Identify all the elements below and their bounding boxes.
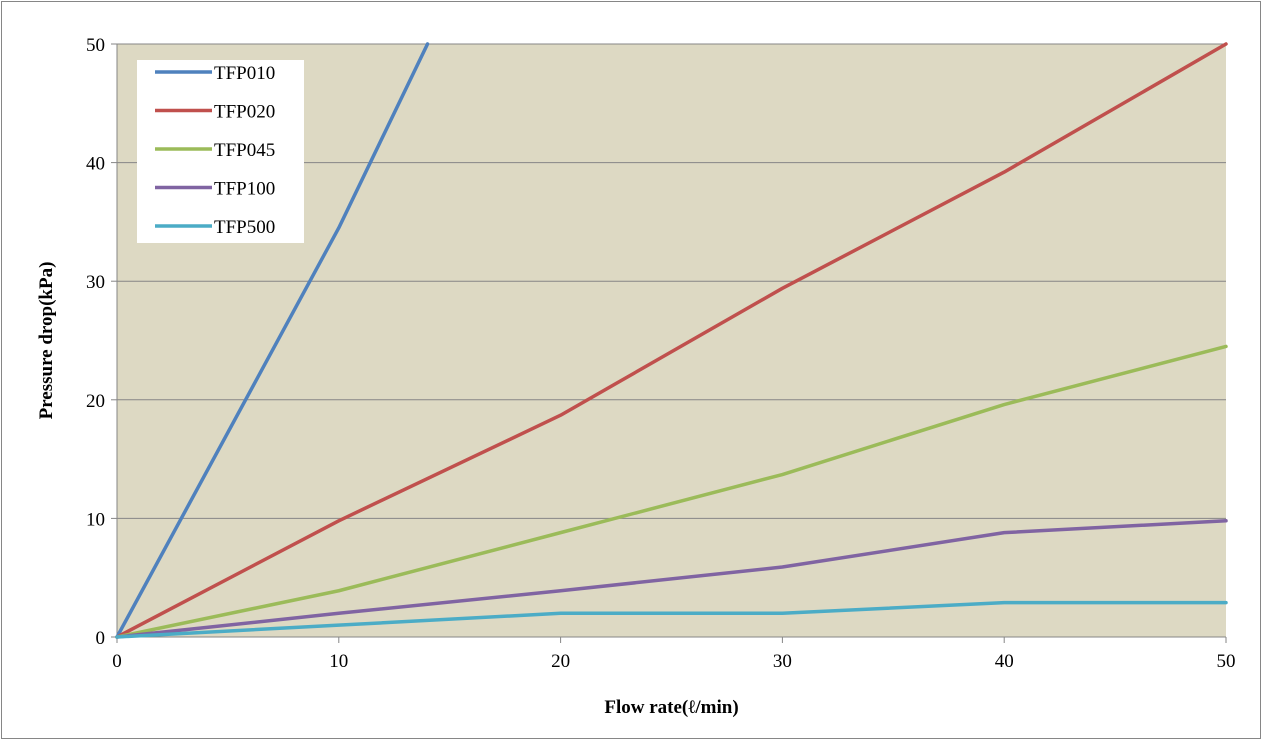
- legend-label-tfp500: TFP500: [214, 217, 275, 238]
- gridlines: [117, 43, 1226, 519]
- legend: TFP010 TFP020 TFP045 TFP100 TFP500: [137, 60, 304, 243]
- y-tick-label: 40: [86, 154, 105, 175]
- x-tick-label: 30: [773, 651, 792, 672]
- axes: [111, 43, 1227, 643]
- series-line-tfp500: [115, 600, 1228, 639]
- legend-label-tfp010: TFP010: [214, 63, 275, 84]
- legend-box: [137, 60, 304, 243]
- series-line-tfp010: [115, 42, 430, 639]
- y-axis-title: Pressure drop(kPa): [36, 262, 57, 420]
- y-tick-label: 10: [86, 509, 105, 530]
- series-line-tfp100: [115, 519, 1228, 639]
- x-tick-label: 50: [1217, 651, 1236, 672]
- x-tick-label: 40: [995, 651, 1014, 672]
- y-tick-label: 20: [86, 391, 105, 412]
- series-line-tfp045: [115, 344, 1228, 639]
- y-tick-label: 50: [86, 35, 105, 56]
- legend-label-tfp100: TFP100: [214, 179, 275, 200]
- tick-labels: 0 10 20 30 40 50 0 10 20 30 40 50: [86, 35, 1236, 672]
- y-tick-label: 0: [96, 628, 106, 649]
- x-tick-label: 10: [329, 651, 348, 672]
- x-tick-label: 0: [112, 651, 122, 672]
- x-tick-label: 20: [551, 651, 570, 672]
- legend-label-tfp045: TFP045: [214, 140, 275, 161]
- y-tick-label: 30: [86, 272, 105, 293]
- legend-label-tfp020: TFP020: [214, 102, 275, 123]
- x-axis-title: Flow rate(ℓ/min): [604, 697, 738, 718]
- series-lines: [115, 42, 1228, 639]
- series-line-tfp020: [115, 42, 1228, 639]
